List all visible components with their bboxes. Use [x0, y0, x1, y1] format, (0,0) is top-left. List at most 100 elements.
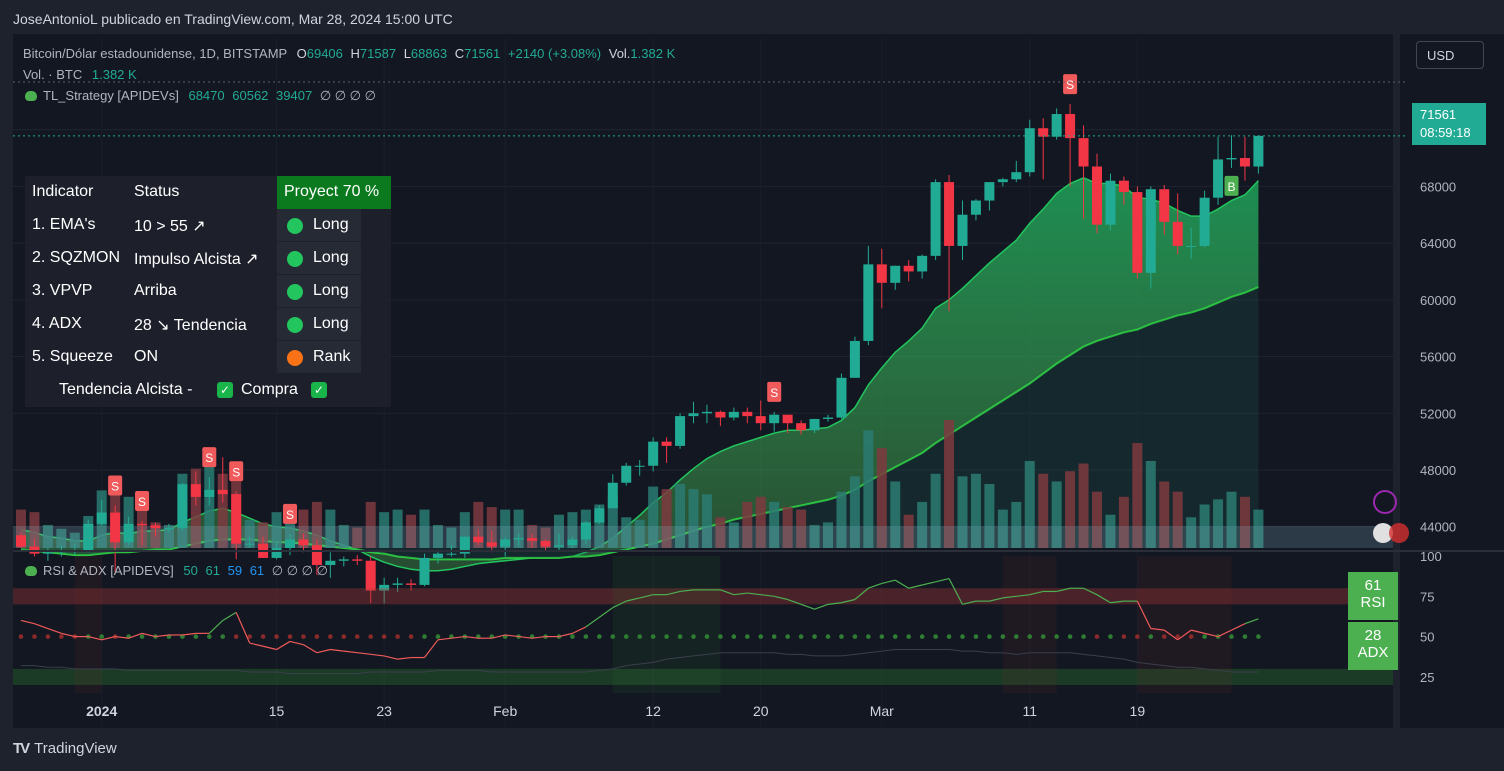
rsi-line-segment	[384, 655, 398, 660]
date-tick-label: Mar	[870, 703, 894, 719]
rsi-line-segment	[532, 635, 546, 639]
volume-bar	[500, 509, 511, 548]
us-flag-icon	[1389, 523, 1409, 543]
osc-tick-label: 25	[1420, 670, 1434, 685]
midline-dot	[1148, 634, 1154, 639]
volume-bar	[285, 509, 295, 548]
candle	[607, 474, 618, 509]
volume-bar	[365, 501, 376, 548]
candle	[527, 533, 538, 548]
volume-bar	[648, 486, 659, 548]
rsi-line-segment	[397, 656, 412, 660]
candle	[1011, 160, 1022, 183]
volume-bar	[688, 489, 699, 548]
midline-dot	[771, 634, 777, 639]
volume-bar	[823, 522, 833, 548]
volume-bar	[56, 528, 67, 548]
trend-shade	[1137, 556, 1232, 693]
rsi-line-segment	[666, 590, 681, 596]
status-dot-icon	[287, 350, 303, 366]
candle	[1118, 176, 1129, 205]
rsi-line-segment	[1136, 600, 1152, 629]
symbol-name: Bitcoin/Dólar estadounidense, 1D, BITSTA…	[23, 46, 287, 61]
signal-label: S	[232, 465, 240, 479]
midline-dot	[718, 634, 723, 639]
tradingview-logo[interactable]: TV TradingView	[13, 740, 117, 757]
midline-dot	[866, 634, 871, 639]
rsi-value: 61	[1364, 577, 1382, 594]
volume-bar	[473, 501, 484, 548]
osc-tick-label: 75	[1420, 589, 1434, 604]
candle-body	[1145, 189, 1156, 273]
signal-label: Long	[313, 282, 349, 299]
candle	[1078, 125, 1089, 219]
candle	[1092, 153, 1102, 234]
candle-body	[1038, 128, 1049, 137]
candle	[728, 407, 739, 421]
candle-body	[352, 559, 363, 561]
rsi-line-segment	[894, 579, 910, 589]
candle-body	[1186, 245, 1197, 247]
status-dot-icon	[287, 218, 303, 234]
rsi-line-segment	[357, 652, 371, 655]
volume-bar	[446, 527, 457, 548]
volume-bar	[621, 517, 632, 548]
volume-bar	[298, 509, 309, 548]
candle	[1132, 186, 1143, 279]
rsi-line-segment	[451, 635, 465, 639]
candle-body	[96, 512, 107, 524]
signal-cell: Long	[277, 275, 361, 307]
candle-body	[486, 542, 497, 547]
signal-label: S	[138, 495, 146, 509]
volume-legend[interactable]: Vol. · BTC 1.382 K	[23, 67, 137, 82]
rsi-line-segment	[20, 619, 35, 625]
rsi-line-segment	[639, 594, 654, 599]
currency-button[interactable]: USD	[1416, 41, 1484, 69]
rsi-line-segment	[800, 603, 815, 610]
signal-cell: Long	[277, 308, 361, 340]
candle-body	[607, 482, 618, 509]
rsi-line-segment	[626, 597, 640, 602]
midline-dot	[839, 634, 844, 639]
candle	[217, 457, 228, 503]
rsi-legend[interactable]: RSI & ADX [APIDEVS] 50 61 59 61 ∅ ∅ ∅ ∅	[25, 563, 328, 579]
adx-line	[21, 648, 1259, 675]
table-row: 2. SQZMON Impulso Alcista ↗ Long	[25, 242, 391, 275]
midline-dot	[32, 634, 37, 639]
candle-body	[406, 583, 417, 585]
volume-bar	[917, 501, 928, 548]
rsi-line-segment	[747, 592, 761, 596]
adx-value: 28	[1364, 627, 1382, 644]
osc-tick-label: 50	[1420, 630, 1434, 645]
candle	[554, 533, 564, 551]
price-axis[interactable]	[1400, 34, 1504, 728]
signal-cell: Long	[277, 242, 361, 274]
midline-dot	[341, 634, 347, 639]
volume-bar	[244, 519, 255, 548]
indicator-name: 4. ADX	[32, 315, 82, 332]
candle	[634, 460, 645, 476]
volume-bar	[190, 468, 201, 548]
rsi-line-segment	[585, 616, 600, 628]
candle-body	[1092, 166, 1102, 225]
rsi-line-segment	[276, 640, 291, 650]
midline-dot	[139, 634, 145, 639]
candle	[540, 539, 551, 551]
candle	[944, 175, 955, 312]
symbol-legend[interactable]: Bitcoin/Dólar estadounidense, 1D, BITSTA…	[23, 46, 675, 61]
midline-dot	[1229, 634, 1234, 639]
trend-shade	[74, 556, 102, 693]
midline-dot	[973, 634, 979, 639]
volume-bar	[379, 512, 390, 548]
candle	[997, 177, 1008, 187]
candle-body	[204, 489, 215, 497]
volume-bar	[540, 527, 551, 548]
candle	[836, 373, 847, 419]
candle	[513, 533, 524, 547]
publisher-text: JoseAntonioL publicado en TradingView.co…	[13, 11, 453, 27]
trend-shade	[612, 556, 721, 693]
strategy-legend[interactable]: TL_Strategy [APIDEVs] 68470 60562 39407 …	[25, 88, 376, 104]
volume-bar	[957, 476, 968, 548]
candle-body	[849, 340, 860, 378]
